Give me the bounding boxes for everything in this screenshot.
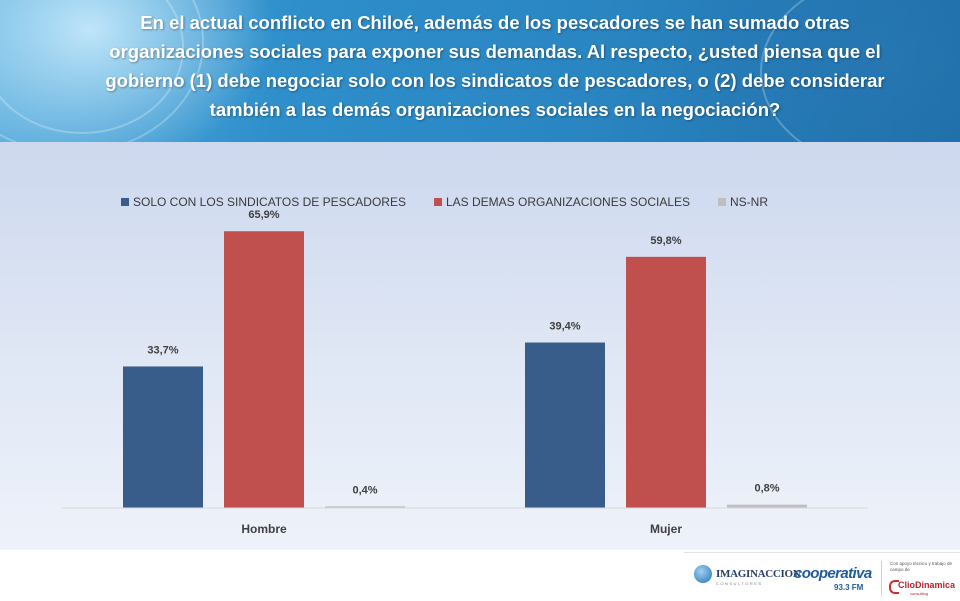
imaginaccion-logo-sub: CONSULTORES	[716, 581, 763, 586]
data-label-mujer-solo-con-los-sindicatos-de-pescadores: 39,4%	[549, 321, 580, 333]
sponsor-logos: IMAGINACCION CONSULTORES cooperativa 93.…	[684, 552, 960, 601]
x-tick-label-mujer: Mujer	[650, 522, 682, 536]
legend-swatch-solo-con-los-sindicatos-de-pescadores	[121, 198, 129, 206]
globe-icon	[694, 565, 712, 583]
bar-series: 33,7% 65,9% 0,4% 39,4% 59,8% 0,8%	[123, 209, 807, 508]
data-label-mujer-ns-nr: 0,8%	[754, 483, 779, 495]
bar-mujer-ns-nr	[727, 504, 807, 508]
bar-hombre-solo-con-los-sindicatos-de-pescadores	[123, 366, 203, 508]
data-label-hombre-solo-con-los-sindicatos-de-pescadores: 33,7%	[147, 344, 178, 356]
legend-label-las-demas-organizaciones-sociales: LAS DEMAS ORGANIZACIONES SOCIALES	[446, 195, 690, 209]
bar-mujer-las-demas-organizaciones-sociales	[626, 256, 706, 508]
bar-chart: SOLO CON LOS SINDICATOS DE PESCADORES LAS…	[62, 195, 868, 536]
bar-mujer-solo-con-los-sindicatos-de-pescadores	[525, 342, 605, 508]
legend-label-solo-con-los-sindicatos-de-pescadores: SOLO CON LOS SINDICATOS DE PESCADORES	[133, 195, 406, 209]
data-label-mujer-las-demas-organizaciones-sociales: 59,8%	[650, 235, 681, 247]
cliodinamica-logo-sub: consulting	[910, 591, 929, 596]
data-label-hombre-las-demas-organizaciones-sociales: 65,9%	[248, 209, 279, 221]
legend: SOLO CON LOS SINDICATOS DE PESCADORES LAS…	[121, 195, 768, 209]
slide-title: En el actual conflicto en Chiloé, además…	[105, 12, 885, 120]
x-tick-label-hombre: Hombre	[241, 522, 287, 536]
legend-label-ns-nr: NS-NR	[730, 195, 768, 209]
bar-hombre-las-demas-organizaciones-sociales	[224, 231, 304, 508]
imaginaccion-logo: IMAGINACCION	[716, 568, 801, 580]
cooperativa-logo: cooperativa	[794, 565, 872, 582]
decorative-swirl	[760, 0, 960, 142]
data-label-hombre-ns-nr: 0,4%	[352, 484, 377, 496]
logo-divider	[881, 561, 882, 595]
legend-swatch-las-demas-organizaciones-sociales	[434, 198, 442, 206]
bar-hombre-ns-nr	[325, 506, 405, 508]
x-axis-labels: Hombre Mujer	[241, 522, 682, 536]
title-banner: En el actual conflicto en Chiloé, además…	[0, 0, 960, 142]
support-note: Con apoyo técnico y trabajo de campo de	[890, 561, 953, 572]
cliodinamica-mark-icon	[889, 580, 899, 594]
cooperativa-frequency: 93.3 FM	[834, 583, 864, 592]
legend-swatch-ns-nr	[718, 198, 726, 206]
cliodinamica-logo: ClioDinamica	[898, 580, 956, 590]
